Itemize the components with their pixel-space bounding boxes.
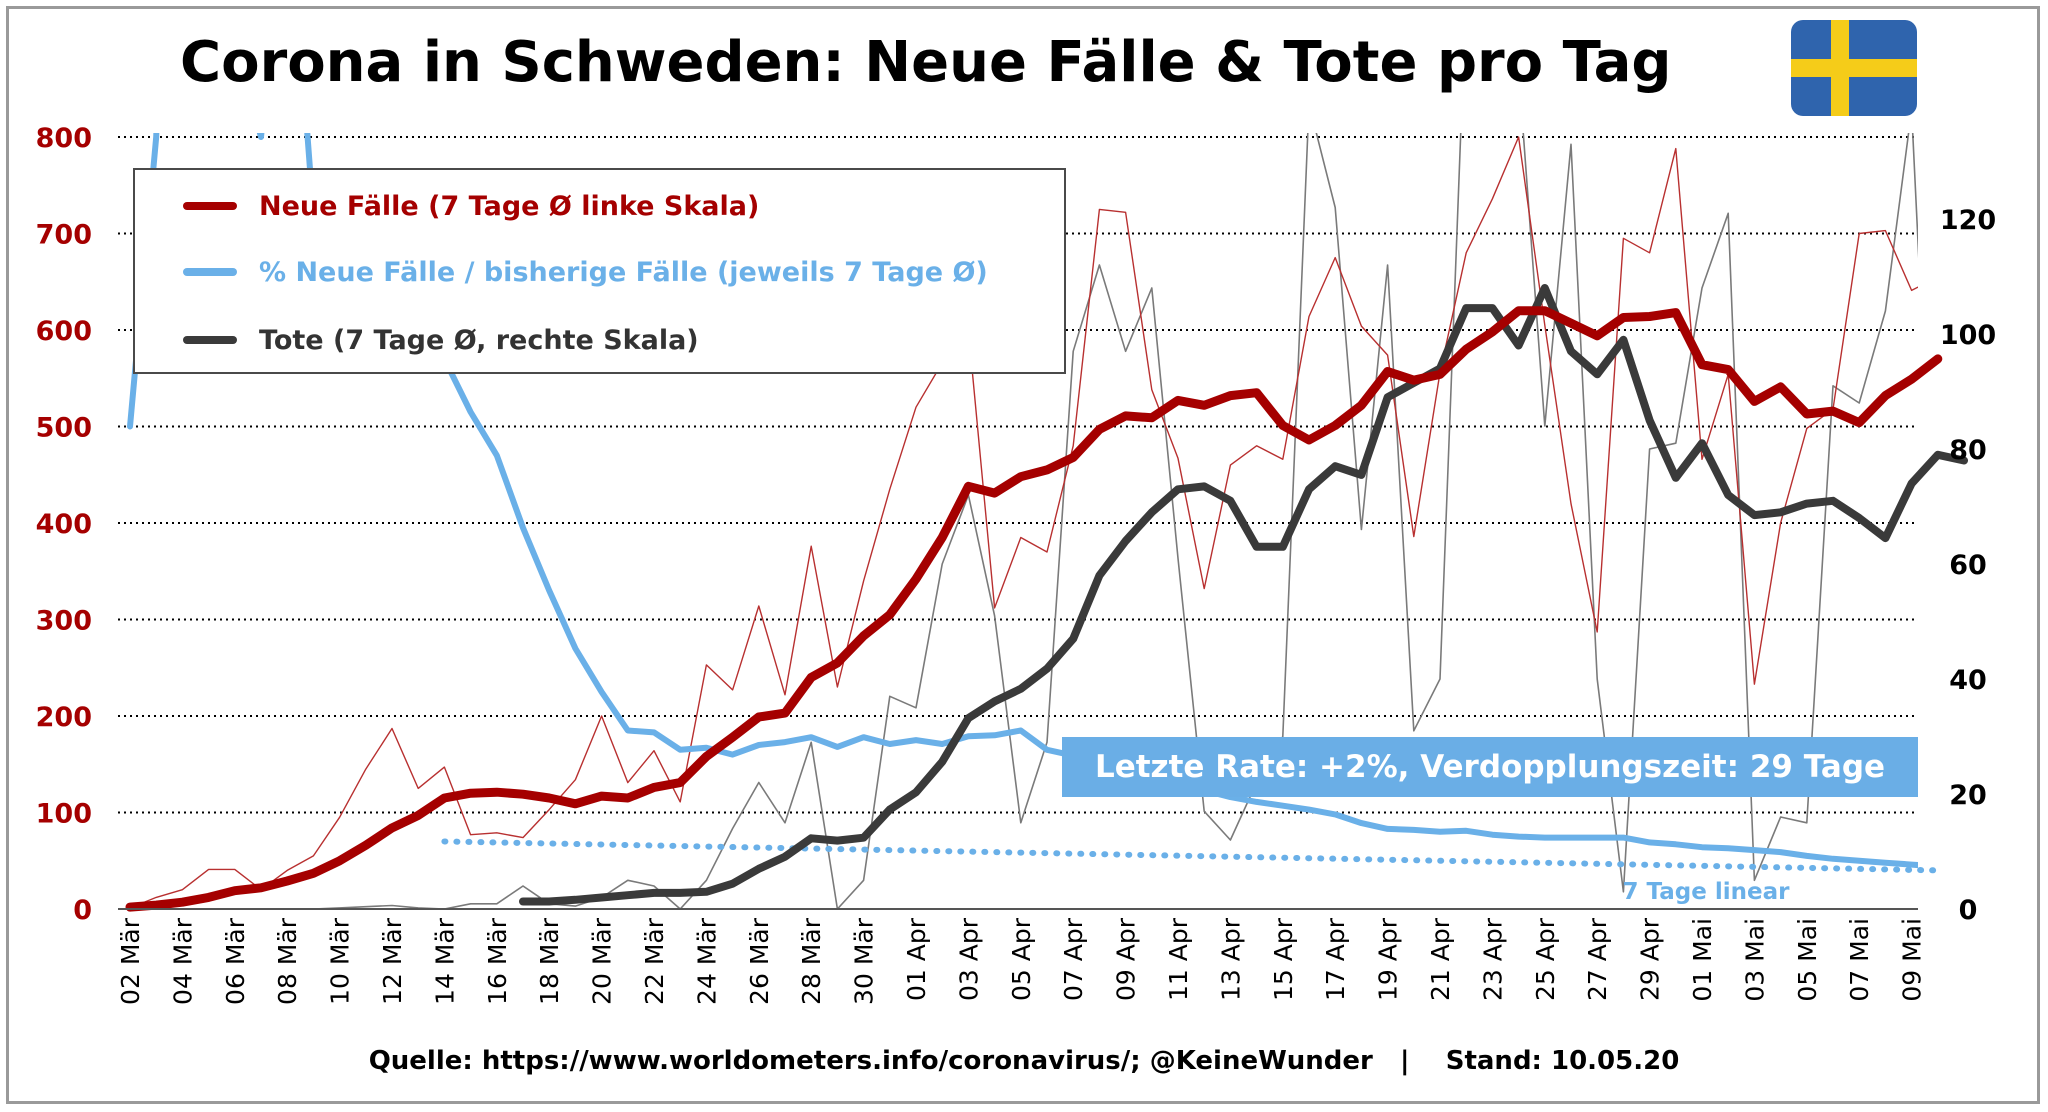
x-tick-label: 06 Mär [221, 917, 250, 1005]
series-trend-7-tage-linear [441, 838, 1941, 874]
y-right-tick-label: 120 [1940, 205, 1996, 236]
x-tick-label: 26 Mär [745, 917, 774, 1005]
x-tick-label: 01 Apr [902, 917, 931, 1001]
x-tick-label: 29 Apr [1636, 917, 1665, 1001]
y-right-tick-label: 0 [1959, 895, 1978, 926]
x-tick-label: 02 Mär [116, 917, 145, 1005]
annotation-box: Letzte Rate: +2%, Verdopplungszeit: 29 T… [1062, 737, 1918, 797]
legend-label: Neue Fälle (7 Tage Ø linke Skala) [259, 190, 760, 222]
x-tick-label: 10 Mär [326, 917, 355, 1005]
x-tick-label: 16 Mär [483, 917, 512, 1005]
y-left-tick-label: 400 [36, 509, 92, 540]
sweden-flag-icon [1791, 20, 1917, 116]
y-left-tick-label: 100 [36, 799, 92, 830]
legend: Neue Fälle (7 Tage Ø linke Skala) % Neue… [133, 168, 1066, 374]
x-tick-label: 24 Mär [692, 917, 721, 1005]
legend-item-prozent: % Neue Fälle / bisherige Fälle (jeweils … [183, 252, 988, 292]
chart-title: Corona in Schweden: Neue Fälle & Tote pr… [180, 30, 1672, 95]
series-neue-faelle-7-tage [125, 306, 1943, 912]
x-tick-label: 18 Mär [535, 917, 564, 1005]
legend-item-neue-faelle: Neue Fälle (7 Tage Ø linke Skala) [183, 186, 759, 226]
legend-label: Tote (7 Tage Ø, rechte Skala) [259, 324, 699, 356]
y-left-tick-label: 800 [36, 123, 92, 154]
x-tick-label: 20 Mär [588, 917, 617, 1005]
x-tick-label: 12 Mär [378, 917, 407, 1005]
y-right-tick-label: 60 [1949, 550, 1987, 581]
x-tick-label: 04 Mär [168, 917, 197, 1005]
x-tick-label: 28 Mär [797, 917, 826, 1005]
y-left-tick-label: 300 [36, 606, 92, 637]
legend-swatch [183, 336, 237, 344]
source-footer: Quelle: https://www.worldometers.info/co… [368, 1046, 1680, 1076]
x-tick-label: 15 Apr [1269, 917, 1298, 1001]
x-tick-label: 27 Apr [1583, 917, 1612, 1001]
x-tick-label: 05 Mai [1793, 918, 1822, 1002]
axes: 0 100 200 300 400 500 600 700 800 0 20 40 60 80 100 120… [36, 123, 1997, 1005]
x-tick-label: 19 Apr [1374, 917, 1403, 1001]
y-left-tick-label: 700 [36, 220, 92, 251]
y-right-tick-label: 20 [1949, 780, 1987, 811]
trend-label: 7 Tage linear [1623, 879, 1791, 905]
legend-item-tote: Tote (7 Tage Ø, rechte Skala) [183, 320, 699, 360]
x-tick-label: 30 Mär [850, 917, 879, 1005]
x-tick-label: 03 Mai [1740, 918, 1769, 1002]
x-tick-label: 09 Mai [1898, 918, 1927, 1002]
x-tick-label: 21 Apr [1426, 917, 1455, 1001]
x-tick-label: 13 Apr [1216, 917, 1245, 1001]
x-tick-label: 08 Mär [273, 917, 302, 1005]
x-tick-label: 23 Apr [1478, 917, 1507, 1001]
x-tick-label: 11 Apr [1164, 917, 1193, 1001]
x-tick-label: 17 Apr [1321, 917, 1350, 1001]
x-tick-label: 22 Mär [640, 917, 669, 1005]
y-left-tick-label: 500 [36, 413, 92, 444]
x-tick-label: 25 Apr [1531, 917, 1560, 1001]
y-right-tick-label: 100 [1940, 320, 1996, 351]
series-tote-7-tage [519, 284, 1968, 906]
x-tick-label: 03 Apr [954, 917, 983, 1001]
legend-swatch [183, 202, 237, 210]
x-tick-label: 14 Mär [430, 917, 459, 1005]
x-tick-label: 09 Apr [1112, 917, 1141, 1001]
series-neue-faelle-taeglich [129, 136, 1918, 909]
legend-label: % Neue Fälle / bisherige Fälle (jeweils … [259, 256, 988, 288]
x-tick-label: 07 Apr [1059, 917, 1088, 1001]
legend-swatch [183, 268, 237, 276]
y-right-tick-label: 80 [1949, 435, 1987, 466]
x-tick-label: 05 Apr [1007, 917, 1036, 1001]
y-left-tick-label: 0 [73, 895, 92, 926]
x-tick-label: 01 Mai [1688, 918, 1717, 1002]
y-right-tick-label: 40 [1949, 665, 1987, 696]
y-left-tick-label: 200 [36, 702, 92, 733]
y-left-tick-label: 600 [36, 316, 92, 347]
x-tick-label: 07 Mai [1845, 918, 1874, 1002]
